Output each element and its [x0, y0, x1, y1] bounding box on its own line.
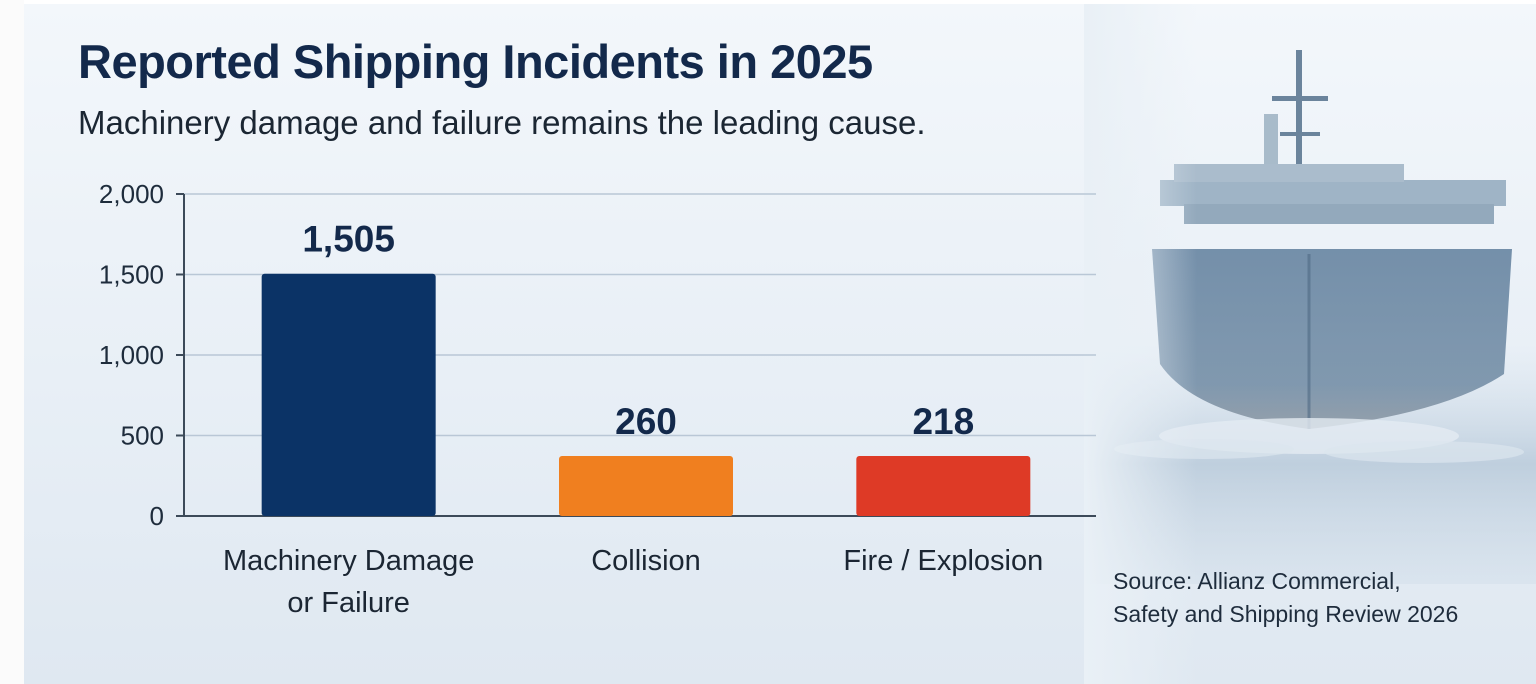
value-labels: 1,505 260 218	[302, 219, 974, 442]
bar-chart: 0 500 1,000 1,500 2,000 1,505 260 218 Machiner…	[99, 179, 1096, 619]
category-label: or Failure	[287, 587, 410, 619]
y-tick-label: 1,500	[99, 260, 164, 290]
category-label: Collision	[591, 545, 701, 577]
page-margin	[0, 0, 24, 684]
bar	[261, 273, 436, 516]
y-tick-label: 0	[150, 501, 164, 531]
value-label: 260	[615, 401, 677, 442]
y-tick-label: 500	[121, 421, 164, 451]
chart-title: Reported Shipping Incidents in 2025	[78, 35, 873, 88]
cargo-ship-image	[1084, 4, 1536, 684]
y-axis-ticks: 0 500 1,000 1,500 2,000	[99, 179, 184, 531]
y-tick-label: 1,000	[99, 340, 164, 370]
category-label: Machinery Damage	[223, 545, 474, 577]
chart-subtitle: Machinery damage and failure remains the…	[78, 104, 926, 141]
bars	[261, 273, 1031, 516]
bar	[856, 456, 1031, 516]
infographic-card: Reported Shipping Incidents in 2025 Mach…	[24, 4, 1536, 684]
value-label: 218	[912, 401, 974, 442]
category-labels: Machinery Damage or Failure Collision Fire …	[223, 545, 1043, 619]
category-label: Fire / Explosion	[843, 545, 1043, 577]
bar	[559, 456, 733, 516]
value-label: 1,505	[302, 219, 395, 260]
y-tick-label: 2,000	[99, 179, 164, 209]
source-note: Source: Allianz Commercial, Safety and S…	[1113, 568, 1459, 627]
